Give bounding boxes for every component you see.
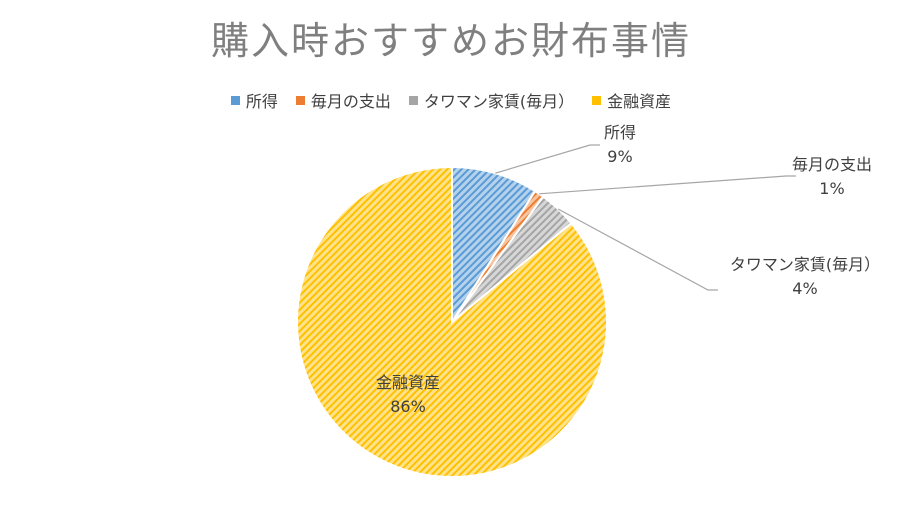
legend-label-shishutsu: 毎月の支出 <box>310 92 391 111</box>
legend-item-kinyu: 金融資産 <box>592 88 671 112</box>
pie-slice-shotoku <box>451 165 537 326</box>
legend-item-shotoku: 所得 <box>230 88 278 112</box>
data-label-value-shishutsu: 1% <box>819 179 844 198</box>
leader-line-yachin <box>557 208 718 291</box>
leader-line-shishutsu <box>539 175 796 195</box>
legend-swatch-shishutsu <box>295 95 305 105</box>
legend-label-kinyu: 金融資産 <box>607 92 672 111</box>
data-label-value-shotoku: 9% <box>607 147 632 166</box>
pie-slice-kinyu <box>296 165 608 478</box>
data-label-name-shishutsu: 毎月の支出 <box>792 155 872 174</box>
legend-item-yachin: タワマン家賃(毎月） <box>408 88 575 112</box>
legend: 所得 毎月の支出 タワマン家賃(毎月） 金融資産 <box>0 88 902 112</box>
data-label-name-shotoku: 所得 <box>604 123 636 142</box>
legend-swatch-shotoku <box>230 95 240 105</box>
legend-swatch-kinyu <box>592 95 602 105</box>
data-label-name-kinyu: 金融資産 <box>376 373 440 392</box>
legend-label-shotoku: 所得 <box>245 92 278 111</box>
data-label-name-yachin: タワマン家賃(毎月） <box>730 255 880 274</box>
data-label-value-yachin: 4% <box>792 279 817 298</box>
leader-line-shotoku <box>495 144 600 174</box>
legend-label-yachin: タワマン家賃(毎月） <box>423 92 575 111</box>
legend-swatch-yachin <box>408 95 418 105</box>
legend-item-shishutsu: 毎月の支出 <box>295 88 391 112</box>
chart-title: 購入時おすすめお財布事情 <box>210 19 691 63</box>
data-label-value-kinyu: 86% <box>390 397 426 416</box>
